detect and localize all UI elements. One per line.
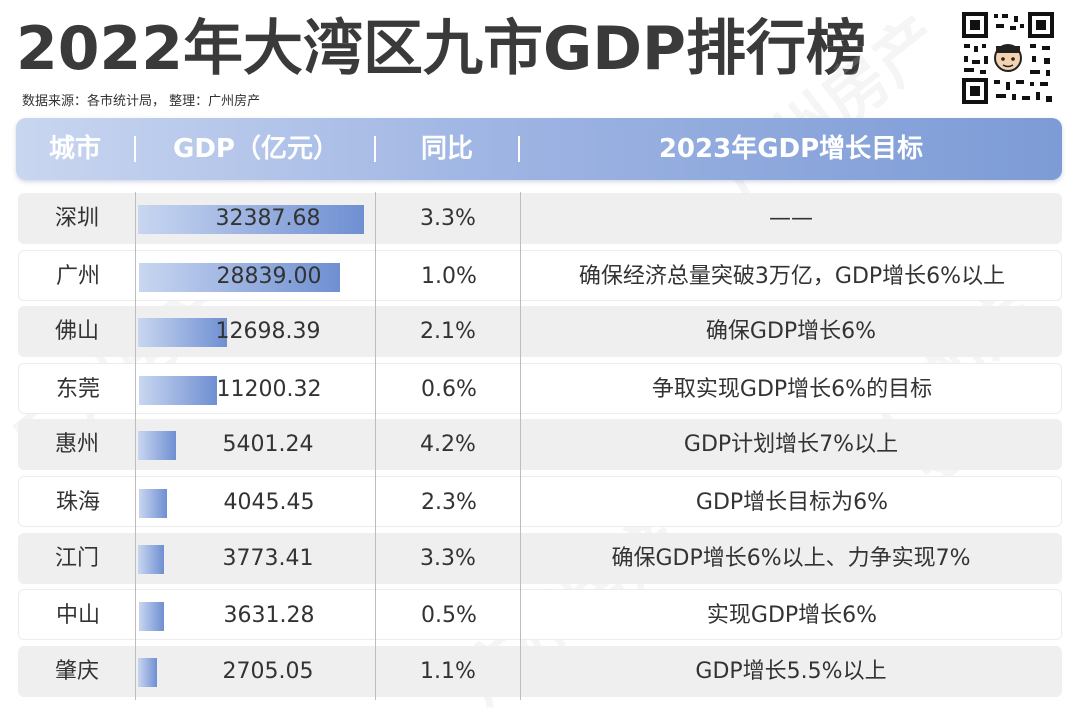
target-cell: 确保经济总量突破3万亿，GDP增长6%以上 <box>578 263 1006 289</box>
gdp-value-label: 12698.39 <box>215 319 321 345</box>
table-row: 江门 3773.41 3.3% 确保GDP增长6%以上、力争实现7% <box>18 532 1062 584</box>
gdp-bar <box>139 489 168 518</box>
table-row: 佛山 12698.39 2.1% 确保GDP增长6% <box>18 306 1062 358</box>
city-cell: 东莞 <box>55 376 100 402</box>
header-yoy: 同比 <box>420 134 473 164</box>
gdp-bar <box>138 318 227 348</box>
gdp-bar <box>138 431 176 461</box>
gdp-bar <box>138 544 165 574</box>
table-row: 珠海 4045.45 2.3% GDP增长目标为6% <box>18 476 1062 527</box>
gdp-value-label: 32387.68 <box>215 206 321 231</box>
gdp-value-label: 28839.00 <box>216 263 322 289</box>
yoy-cell: 0.5% <box>421 603 477 629</box>
header-separator <box>374 136 376 162</box>
target-cell: 确保GDP增长6%以上、力争实现7% <box>611 545 971 571</box>
gdp-value-label: 11200.32 <box>216 376 322 402</box>
gdp-bar <box>139 262 341 292</box>
table-row: 中山 3631.28 0.5% 实现GDP增长6% <box>18 589 1062 641</box>
yoy-cell: 1.1% <box>420 658 476 684</box>
target-cell: GDP增长5.5%以上 <box>695 658 887 684</box>
yoy-cell: 0.6% <box>421 376 477 402</box>
gdp-value-label: 2705.05 <box>222 658 314 684</box>
header-separator <box>134 136 136 162</box>
yoy-cell: 3.3% <box>420 545 476 571</box>
qr-code-icon <box>960 10 1056 106</box>
target-cell: 实现GDP增长6% <box>706 603 878 629</box>
column-divider <box>520 192 521 700</box>
gdp-bar <box>138 205 364 234</box>
target-cell: 争取实现GDP增长6%的目标 <box>651 376 933 402</box>
header-separator <box>518 136 520 162</box>
city-cell: 广州 <box>55 263 100 289</box>
gdp-value-label: 3631.28 <box>223 603 315 629</box>
gdp-value-label: 3773.41 <box>222 545 314 571</box>
yoy-cell: 2.3% <box>421 490 477 515</box>
city-cell: 珠海 <box>55 490 100 515</box>
header-city: 城市 <box>48 134 101 164</box>
target-cell: 确保GDP增长6% <box>705 319 877 345</box>
yoy-cell: 4.2% <box>420 432 476 458</box>
data-source-note: 数据来源：各市统计局， 整理：广州房产 <box>22 94 261 109</box>
column-divider <box>135 192 136 700</box>
page-title: 2022年大湾区九市GDP排行榜 <box>16 14 867 84</box>
city-cell: 惠州 <box>54 432 99 458</box>
table-row: 东莞 11200.32 0.6% 争取实现GDP增长6%的目标 <box>18 362 1062 414</box>
table-row: 广州 28839.00 1.0% 确保经济总量突破3万亿，GDP增长6%以上 <box>18 249 1062 301</box>
header-target: 2023年GDP增长目标 <box>658 134 924 164</box>
yoy-cell: 3.3% <box>420 206 476 231</box>
header-gdp: GDP（亿元） <box>173 134 339 164</box>
table-header: 城市 GDP（亿元） 同比 2023年GDP增长目标 <box>16 118 1062 180</box>
gdp-bar <box>139 602 165 632</box>
gdp-value-label: 4045.45 <box>223 490 315 515</box>
column-divider <box>375 192 376 700</box>
gdp-bar <box>139 375 218 405</box>
table-row: 惠州 5401.24 4.2% GDP计划增长7%以上 <box>18 419 1062 471</box>
city-cell: 江门 <box>54 545 99 571</box>
target-cell: GDP增长目标为6% <box>695 490 889 515</box>
city-cell: 肇庆 <box>54 658 99 684</box>
yoy-cell: 2.1% <box>420 319 476 345</box>
target-cell: GDP计划增长7%以上 <box>683 432 899 458</box>
gdp-bar <box>138 657 157 687</box>
city-cell: 佛山 <box>54 319 99 345</box>
target-cell: —— <box>769 206 813 231</box>
yoy-cell: 1.0% <box>421 263 477 289</box>
city-cell: 中山 <box>55 603 100 629</box>
table-row: 深圳 32387.68 3.3% —— <box>18 193 1062 244</box>
table-row: 肇庆 2705.05 1.1% GDP增长5.5%以上 <box>18 645 1062 697</box>
gdp-value-label: 5401.24 <box>222 432 314 458</box>
city-cell: 深圳 <box>54 206 99 231</box>
